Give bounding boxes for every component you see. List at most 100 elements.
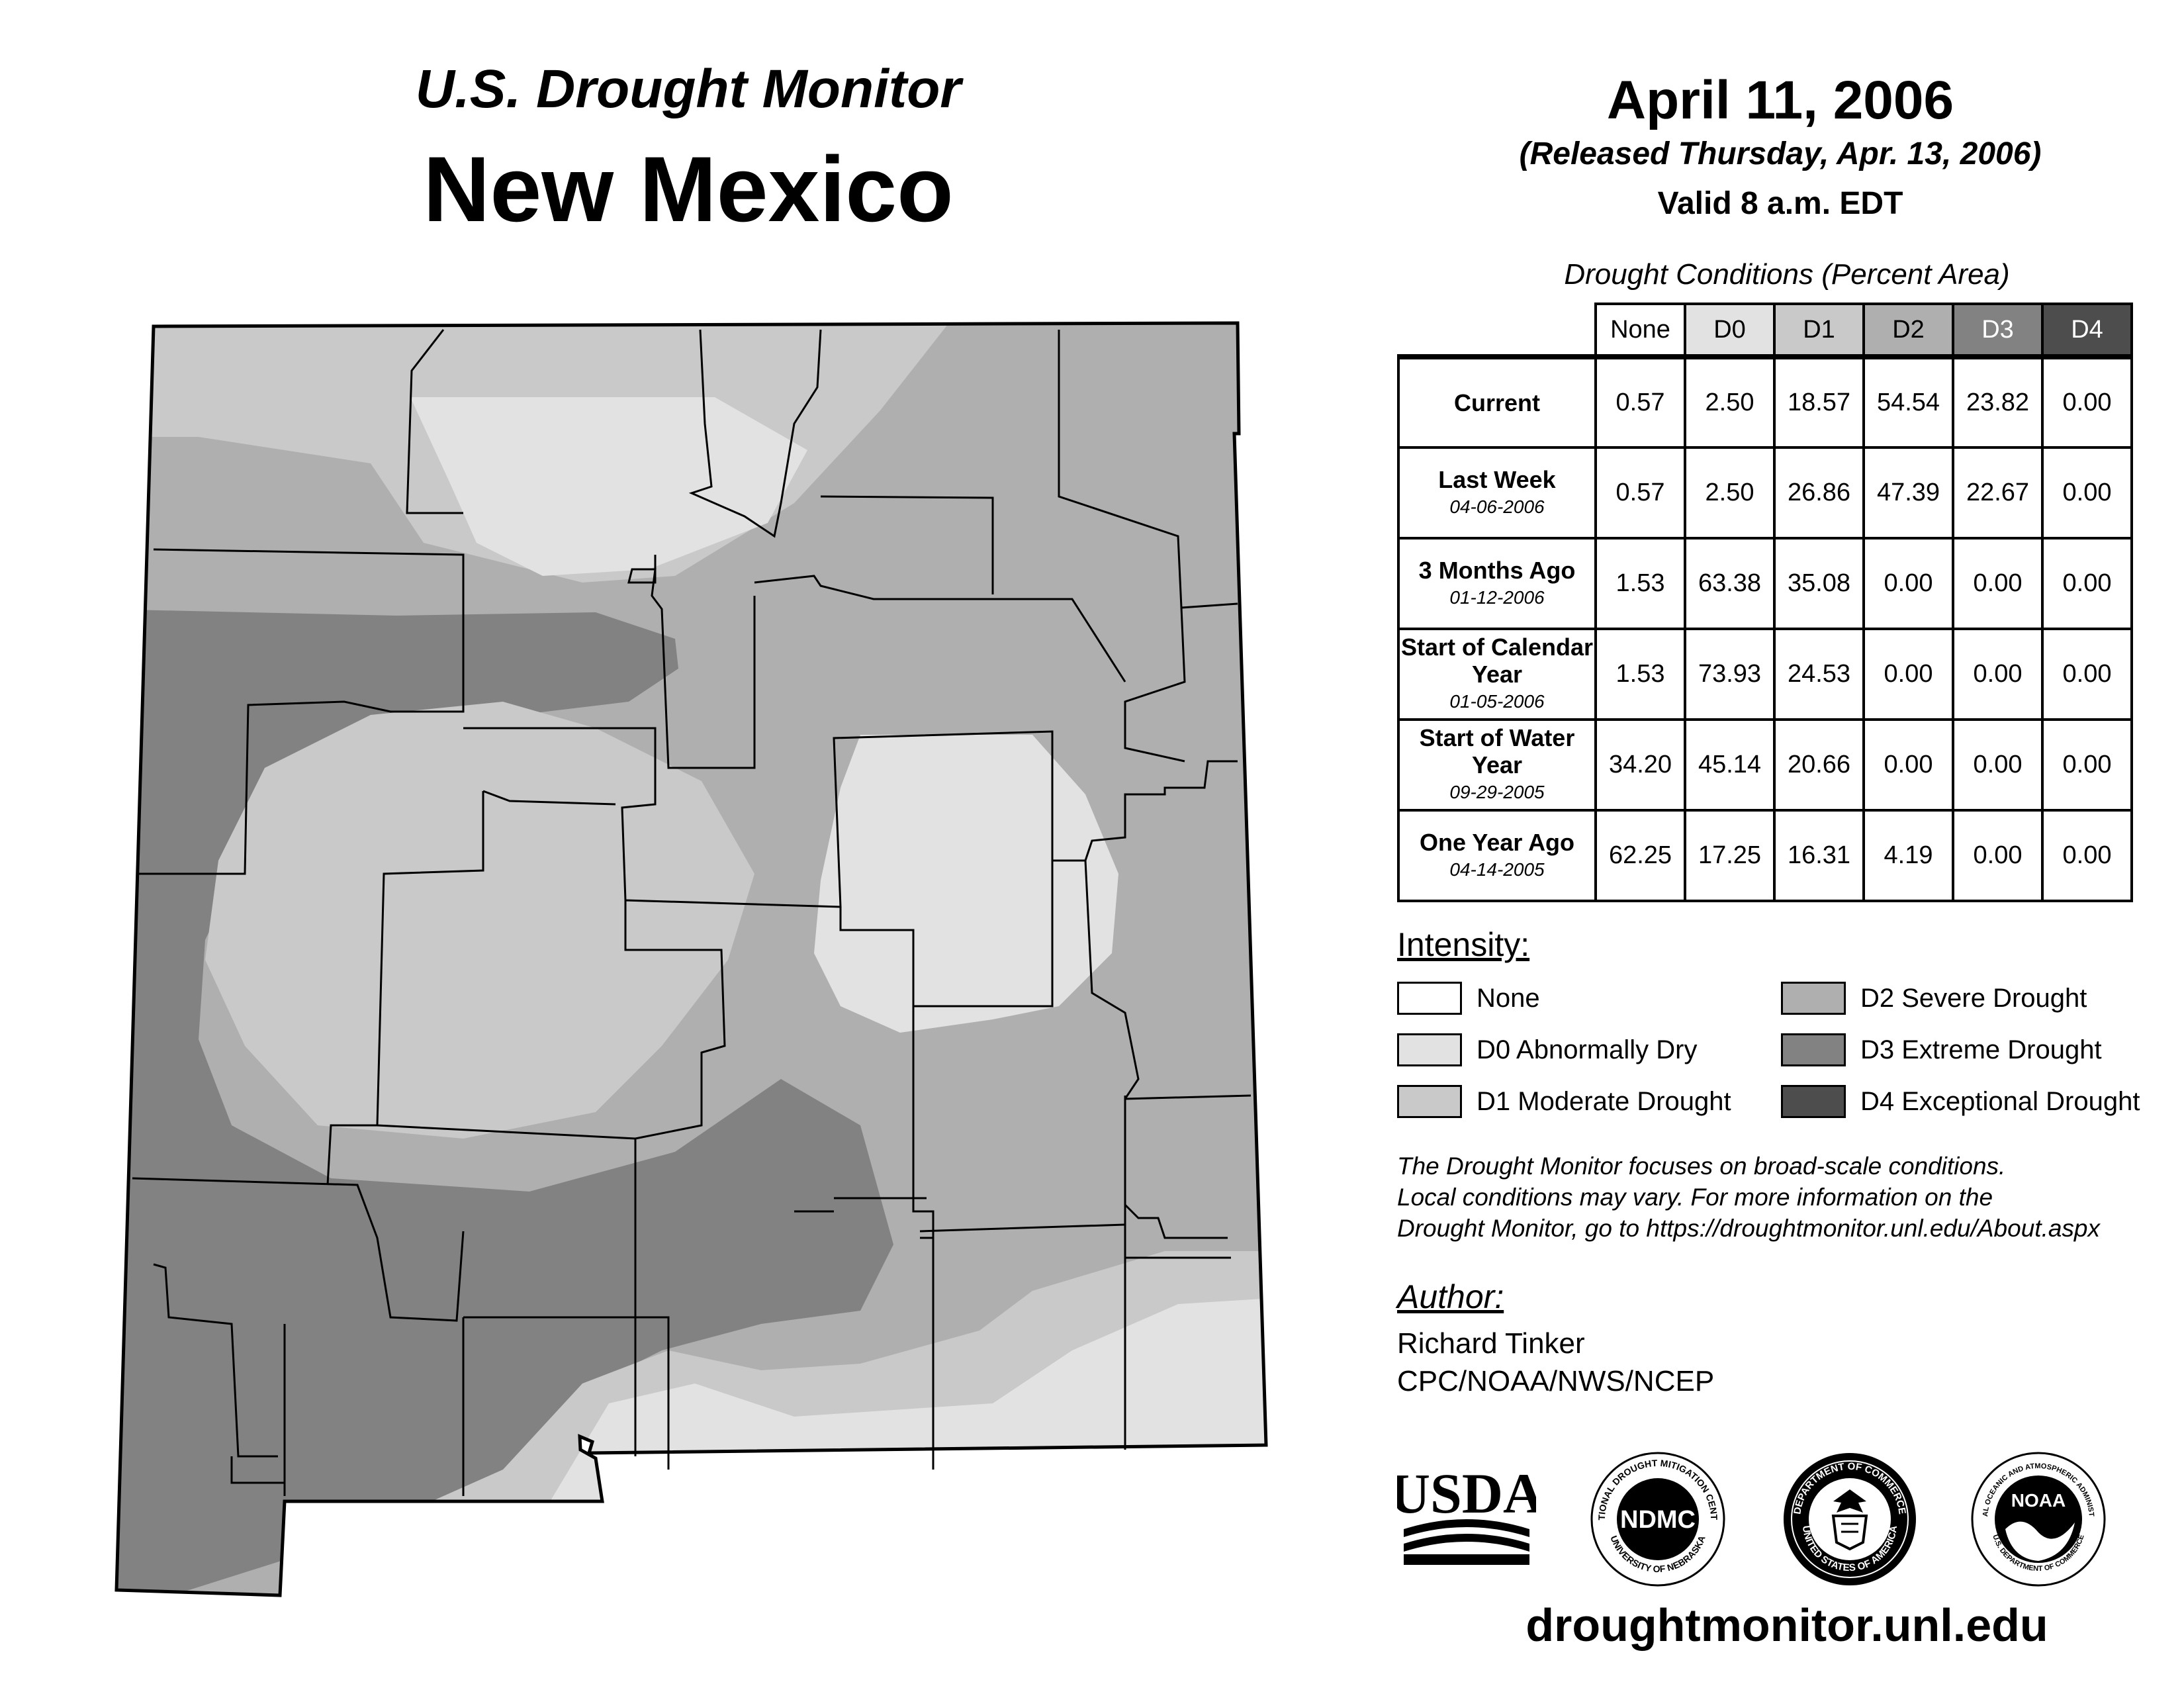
county-lines xyxy=(132,329,1251,1496)
column-header: D3 xyxy=(1952,303,2044,358)
row-date: 01-05-2006 xyxy=(1449,691,1545,712)
map-title: New Mexico xyxy=(423,137,954,241)
table-cell: 0.00 xyxy=(1952,628,2044,721)
column-header: D0 xyxy=(1684,303,1776,358)
table-cell: 34.20 xyxy=(1594,718,1686,812)
website-link[interactable]: droughtmonitor.unl.edu xyxy=(1525,1599,2048,1651)
table-cell: 62.25 xyxy=(1594,809,1686,902)
shield-stripes xyxy=(1841,1523,1858,1533)
table-cell: 45.14 xyxy=(1684,718,1776,812)
legend-label: D3 Extreme Drought xyxy=(1860,1035,2102,1064)
table-cell: 0.00 xyxy=(1862,628,1954,721)
eagle-icon xyxy=(1833,1489,1866,1513)
legend-title: Intensity: xyxy=(1397,926,1530,963)
column-header: D1 xyxy=(1773,303,1865,358)
table-cell: 0.00 xyxy=(2041,354,2133,449)
state-outline xyxy=(114,321,1268,1597)
table-cell: 54.54 xyxy=(1862,354,1954,449)
row-label-text: 3 Months Ago xyxy=(1418,556,1576,584)
legend-label: D1 Moderate Drought xyxy=(1477,1086,1731,1116)
legend-swatch xyxy=(1397,1033,1462,1066)
legend-swatch xyxy=(1781,1033,1846,1066)
table-cell: 26.86 xyxy=(1773,446,1865,539)
usda-swoosh xyxy=(1404,1534,1529,1552)
drought-stats-table: None D0 D1 D2 D3 D4 Current 0.57 2.50 18.57… xyxy=(1397,303,2133,902)
row-date: 04-06-2006 xyxy=(1449,496,1545,517)
table-cell: 24.53 xyxy=(1773,628,1865,721)
table-cell: 73.93 xyxy=(1684,628,1776,721)
column-header: None xyxy=(1594,303,1686,358)
noaa-logo: NATIONAL OCEANIC AND ATMOSPHERIC ADMINIS… xyxy=(1969,1450,2106,1587)
author-name: Richard Tinker xyxy=(1397,1327,1585,1360)
table-cell: 18.57 xyxy=(1773,354,1865,449)
valid-date: April 11, 2006 xyxy=(1606,70,1954,130)
legend-swatch xyxy=(1397,982,1462,1015)
legend-item-d1: D1 Moderate Drought xyxy=(1397,1082,1731,1121)
legend-swatch xyxy=(1397,1085,1462,1118)
drought-areas xyxy=(116,323,1266,1595)
table-body: Current 0.57 2.50 18.57 54.54 23.82 0.00 Last W… xyxy=(1397,354,2133,902)
table-corner xyxy=(1398,304,1596,357)
table-cell: 1.53 xyxy=(1594,537,1686,630)
row-label-text: Last Week xyxy=(1438,465,1556,493)
table-cell: 0.00 xyxy=(2041,537,2133,630)
d3-area-west xyxy=(116,609,893,1595)
author-heading: Author: xyxy=(1397,1278,1504,1315)
note-line: The Drought Monitor focuses on broad-sca… xyxy=(1397,1152,2006,1180)
table-cell: 4.19 xyxy=(1862,809,1954,902)
table-cell: 22.67 xyxy=(1952,446,2044,539)
release-date: (Released Thursday, Apr. 13, 2006) xyxy=(1519,136,2042,171)
legend-item-d3: D3 Extreme Drought xyxy=(1781,1030,2102,1070)
d0-area-north xyxy=(410,397,807,576)
table-cell: 0.00 xyxy=(1862,718,1954,812)
table-cell: 0.00 xyxy=(1952,809,2044,902)
ndmc-logo-text: NDMC xyxy=(1620,1506,1696,1534)
d0-area-east xyxy=(814,735,1118,1033)
ndmc-logo: NATIONAL DROUGHT MITIGATION CENTER UNIVE… xyxy=(1588,1450,1725,1587)
legend-swatch xyxy=(1781,1085,1846,1118)
row-label: Current xyxy=(1397,354,1597,449)
valid-time: Valid 8 a.m. EDT xyxy=(1657,186,1903,221)
table-cell: 0.00 xyxy=(1952,537,2044,630)
table-row: Last Week 04-06-2006 0.57 2.50 26.86 47.39 22.… xyxy=(1397,446,2133,539)
legend-label: D0 Abnormally Dry xyxy=(1477,1035,1698,1064)
table-cell: 0.00 xyxy=(2041,446,2133,539)
table-cell: 0.00 xyxy=(1862,537,1954,630)
usda-logo-text: USDA xyxy=(1397,1463,1536,1525)
legend-item-d0: D0 Abnormally Dry xyxy=(1397,1030,1697,1070)
table-cell: 0.00 xyxy=(1952,718,2044,812)
table-cell: 0.00 xyxy=(2041,718,2133,812)
table-cell: 0.57 xyxy=(1594,354,1686,449)
row-label: Start of Water Year 09-29-2005 xyxy=(1397,718,1597,812)
noaa-logo-text: NOAA xyxy=(2011,1490,2066,1511)
legend-swatch xyxy=(1781,982,1846,1015)
table-cell: 63.38 xyxy=(1684,537,1776,630)
d1-area-central xyxy=(205,702,754,1139)
usda-swoosh xyxy=(1404,1519,1529,1537)
table-cell: 2.50 xyxy=(1684,354,1776,449)
table-cell: 1.53 xyxy=(1594,628,1686,721)
row-date: 04-14-2005 xyxy=(1449,859,1545,880)
usda-bar xyxy=(1404,1554,1529,1565)
row-label: Start of Calendar Year 01-05-2006 xyxy=(1397,628,1597,721)
column-header: D2 xyxy=(1862,303,1954,358)
note-line: Drought Monitor, go to https://droughtmo… xyxy=(1397,1215,2100,1242)
disclaimer-note: The Drought Monitor focuses on broad-sca… xyxy=(1397,1150,2178,1244)
table-row: Current 0.57 2.50 18.57 54.54 23.82 0.00 xyxy=(1397,354,2133,449)
table-cell: 0.00 xyxy=(2041,628,2133,721)
table-row: One Year Ago 04-14-2005 62.25 17.25 16.31 4.1… xyxy=(1397,809,2133,902)
usda-logo: USDA xyxy=(1397,1463,1536,1565)
row-label-text: One Year Ago xyxy=(1419,828,1575,856)
table-cell: 2.50 xyxy=(1684,446,1776,539)
column-header: D4 xyxy=(2041,303,2133,358)
legend-item-d2: D2 Severe Drought xyxy=(1781,978,2087,1018)
table-row: Start of Water Year 09-29-2005 34.20 45.14 2… xyxy=(1397,718,2133,812)
row-label: 3 Months Ago 01-12-2006 xyxy=(1397,537,1597,630)
table-title: Drought Conditions (Percent Area) xyxy=(1564,258,2010,291)
table-cell: 17.25 xyxy=(1684,809,1776,902)
table-cell: 23.82 xyxy=(1952,354,2044,449)
ndmc-inner-disc xyxy=(1617,1478,1699,1560)
table-cell: 0.00 xyxy=(2041,809,2133,902)
legend-label: None xyxy=(1477,983,1540,1013)
table-cell: 0.57 xyxy=(1594,446,1686,539)
